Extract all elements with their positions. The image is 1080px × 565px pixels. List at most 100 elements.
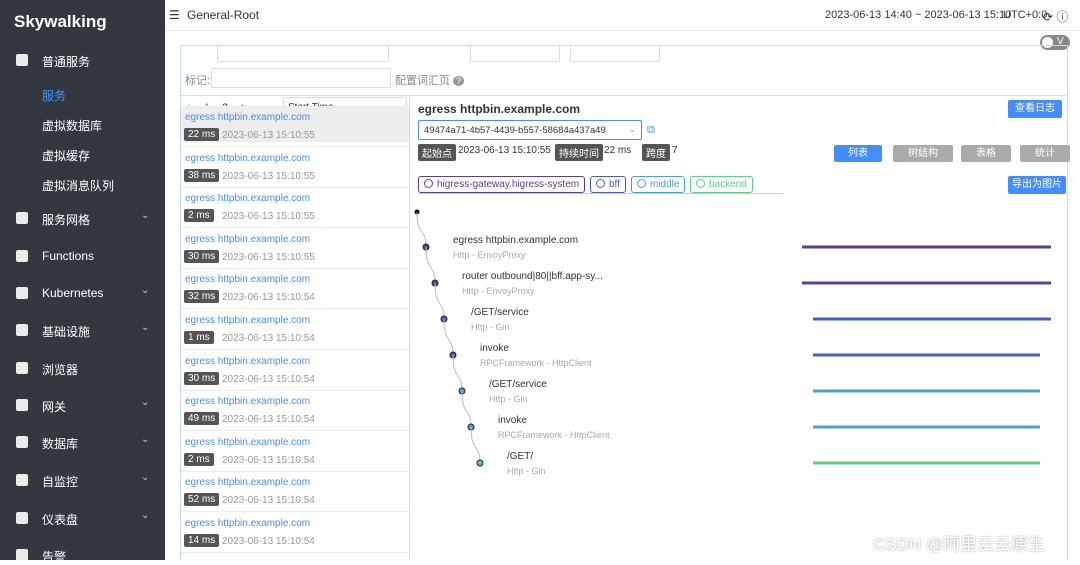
- menu-item[interactable]: 网关: [42, 400, 67, 414]
- chevron[interactable]: ⌄: [141, 510, 150, 521]
- tag-input[interactable]: [211, 68, 391, 88]
- view-button[interactable]: 树结构: [893, 145, 953, 162]
- row-divider: [181, 470, 409, 472]
- row-divider: [181, 389, 409, 391]
- duration-badge: 32 ms: [184, 290, 220, 304]
- menu-item[interactable]: 仪表盘: [42, 513, 79, 527]
- menu-icon[interactable]: [16, 250, 28, 262]
- trace-time: 2023-06-13 15:10:54: [222, 536, 315, 547]
- duration-badge: 2 ms: [184, 209, 214, 223]
- trace-id-select[interactable]: 49474a71-4b57-4439-b557-58684a437a49 ⌄: [418, 120, 642, 140]
- chevron[interactable]: ⌄: [141, 472, 150, 483]
- span-name[interactable]: router outbound|80||bff.app-sy...: [462, 271, 603, 282]
- view-button[interactable]: 统计: [1020, 145, 1070, 162]
- menu-item[interactable]: 告警: [42, 550, 67, 564]
- chevron[interactable]: ⌄: [141, 210, 150, 221]
- submenu-item[interactable]: 虚拟数据库: [42, 119, 103, 133]
- menu-item[interactable]: Functions: [42, 249, 95, 263]
- menu-icon[interactable]: [16, 549, 28, 561]
- sidebar: Skywalking 普通服务 服务 虚拟数据库 虚拟缓存 虚拟消息队列 服务网格 ⌄ Fun…: [0, 0, 165, 564]
- menu-item[interactable]: 自监控: [42, 475, 79, 489]
- chevron[interactable]: ⌄: [141, 322, 150, 333]
- menu-icon[interactable]: [16, 212, 28, 224]
- trace-name[interactable]: egress httpbin.example.com: [185, 477, 311, 489]
- span-name[interactable]: invoke: [480, 343, 509, 354]
- view-button[interactable]: 列表: [834, 145, 882, 162]
- service-tag[interactable]: higress-gateway.higress-system: [418, 176, 586, 193]
- trace-name[interactable]: egress httpbin.example.com: [185, 152, 311, 164]
- span-component: Http - EnvoyProxy: [462, 286, 535, 296]
- trace-time: 2023-06-13 15:10:54: [222, 414, 315, 426]
- vocabulary-link[interactable]: 配置词汇页 ?: [395, 72, 465, 88]
- chevron[interactable]: ⌄: [141, 285, 150, 296]
- tree-link: [425, 246, 436, 284]
- timezone: UTC+0:0: [1003, 9, 1048, 21]
- trace-name[interactable]: egress httpbin.example.com: [185, 274, 311, 286]
- time-range[interactable]: 2023-06-13 14:40 ~ 2023-06-13 15:10: [825, 9, 1012, 21]
- trace-name[interactable]: egress httpbin.example.com: [185, 112, 311, 123]
- span-dot: [476, 459, 484, 467]
- trace-time: 2023-06-13 15:10:54: [222, 292, 315, 304]
- tree-link: [416, 211, 427, 248]
- chevron[interactable]: ⌄: [141, 397, 150, 408]
- menu-icon[interactable]: [16, 512, 28, 524]
- span-name[interactable]: egress httpbin.example.com: [453, 235, 579, 246]
- trace-name[interactable]: egress httpbin.example.com: [185, 233, 311, 245]
- submenu-item[interactable]: 服务: [42, 89, 67, 103]
- submenu-item[interactable]: 虚拟消息队列: [42, 179, 115, 193]
- trace-name[interactable]: egress httpbin.example.com: [185, 315, 311, 326]
- menu-icon[interactable]: [16, 436, 28, 448]
- span-name[interactable]: /GET/service: [471, 307, 529, 318]
- watermark: CSDN @阿里云云原生: [873, 535, 1046, 554]
- service-tag[interactable]: bff: [590, 176, 626, 193]
- trace-name[interactable]: egress httpbin.example.com: [185, 518, 311, 529]
- span-name[interactable]: invoke: [498, 415, 527, 426]
- service-name: bff: [609, 179, 620, 190]
- menu-icon[interactable]: [16, 399, 28, 411]
- duration-badge: 52 ms: [184, 493, 220, 507]
- detail-title: egress httpbin.example.com: [418, 102, 581, 116]
- start: 2023-06-13 15:10:55: [458, 145, 551, 156]
- trace-time: 2023-06-13 15:10:54: [222, 333, 315, 344]
- service-tag[interactable]: backend: [690, 176, 753, 193]
- menu-icon[interactable]: [16, 287, 28, 299]
- toggle[interactable]: V: [1040, 35, 1070, 50]
- span-name[interactable]: /GET/: [507, 451, 534, 462]
- row-divider: [181, 227, 409, 229]
- menu-icon[interactable]: [16, 474, 28, 486]
- vocabulary[interactable]: 配置词汇页: [395, 75, 450, 87]
- menu-item[interactable]: 普通服务: [42, 55, 91, 69]
- duration-badge: 1 ms: [184, 331, 214, 344]
- menu-icon[interactable]: [16, 324, 28, 336]
- menu-item[interactable]: Kubernetes: [42, 286, 104, 300]
- trace-name[interactable]: egress httpbin.example.com: [185, 193, 311, 205]
- trace-name[interactable]: egress httpbin.example.com: [185, 355, 311, 367]
- refresh-icon[interactable]: ⟳ ⓘ: [1043, 10, 1069, 24]
- row-divider: [181, 267, 409, 269]
- row-divider: [181, 552, 409, 553]
- service-name: middle: [650, 179, 680, 190]
- toggle-label: V: [1057, 36, 1064, 47]
- menu-item[interactable]: 基础设施: [42, 325, 91, 339]
- submenu-item[interactable]: 虚拟缓存: [42, 149, 91, 163]
- export[interactable]: 导出为图片: [1008, 176, 1066, 194]
- menu-icon[interactable]: [16, 54, 28, 66]
- chevron[interactable]: ⌄: [141, 434, 150, 445]
- duration-badge: 22 ms: [184, 128, 220, 141]
- trace-tree: [414, 209, 1051, 467]
- menu-item[interactable]: 浏览器: [42, 363, 79, 377]
- page-title: General-Root: [187, 8, 260, 22]
- span-name[interactable]: /GET/service: [489, 379, 547, 390]
- trace-time: 2023-06-13 15:10:55: [222, 251, 315, 263]
- service-tag[interactable]: middle: [631, 176, 686, 193]
- span-component: RPCFramework - HttpClient: [480, 358, 592, 368]
- view-button[interactable]: 表格: [961, 145, 1011, 162]
- menu-item[interactable]: 服务网格: [42, 213, 91, 227]
- menu-item[interactable]: 数据库: [42, 437, 79, 451]
- menu-icon[interactable]: [16, 362, 28, 374]
- trace-name[interactable]: egress httpbin.example.com: [185, 396, 311, 408]
- duration-label: 持续时间: [555, 144, 603, 161]
- trace-name[interactable]: egress httpbin.example.com: [185, 436, 311, 448]
- view-logs[interactable]: 查看日志: [1008, 100, 1062, 118]
